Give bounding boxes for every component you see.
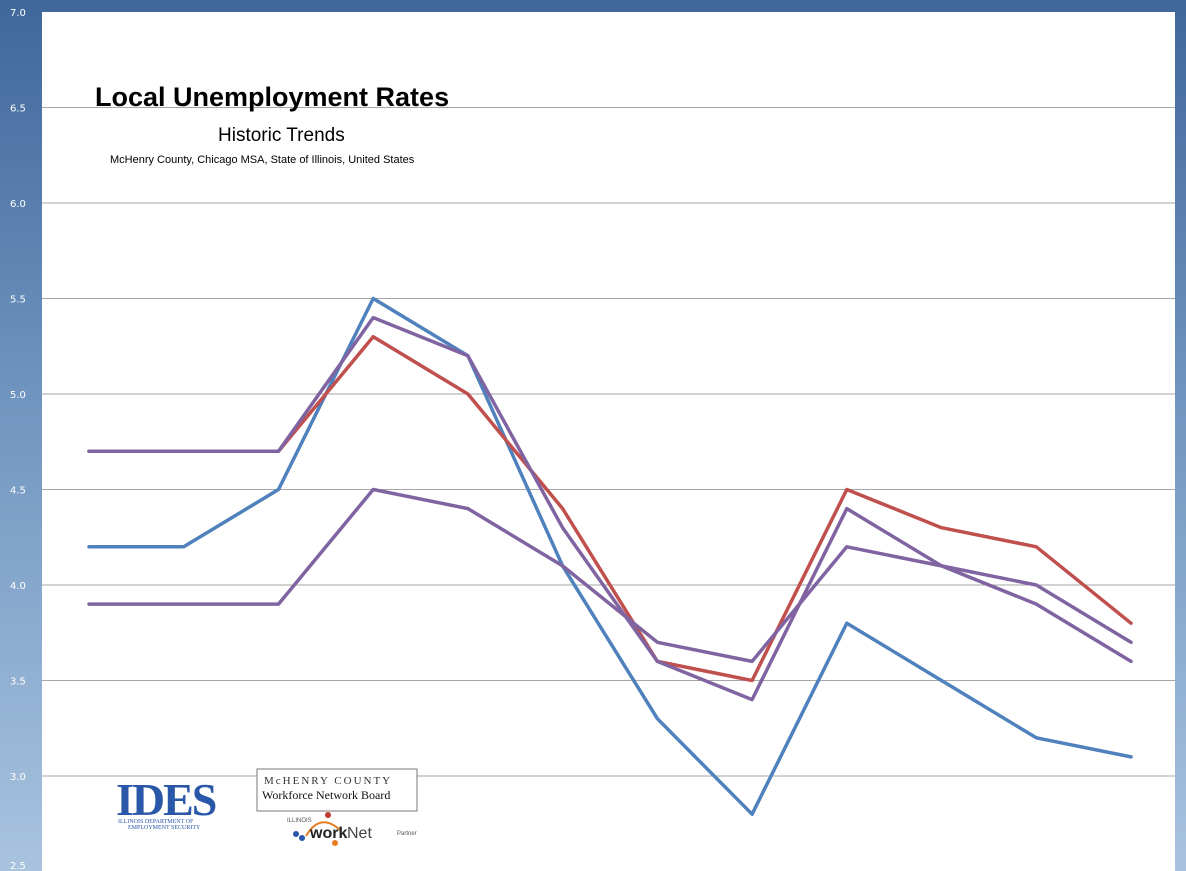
y-tick-label: 2.5 bbox=[10, 861, 26, 871]
ides-logo-subtext-1: ILLINOIS DEPARTMENT OF bbox=[118, 819, 194, 825]
ides-logo-subtext-2: EMPLOYMENT SECURITY bbox=[128, 825, 201, 831]
y-axis-ticks: 7.0 6.5 6.0 5.5 5.0 4.5 4.0 3.5 3.0 2.5 bbox=[10, 8, 26, 871]
mchenry-logo-line2: Workforce Network Board bbox=[262, 788, 390, 802]
worknet-dot-orange-icon bbox=[332, 840, 338, 846]
series-line-1 bbox=[87, 296, 1133, 816]
y-tick-label: 3.5 bbox=[10, 677, 26, 688]
series-line-4 bbox=[87, 487, 1133, 664]
chart-subtitle: Historic Trends bbox=[218, 125, 345, 146]
worknet-dot-blue-icon bbox=[293, 831, 299, 837]
y-tick-label: 4.0 bbox=[10, 581, 26, 592]
worknet-logo: ILLINOIS work Net Partner bbox=[287, 812, 417, 846]
ides-logo: IDES ILLINOIS DEPARTMENT OF EMPLOYMENT S… bbox=[116, 774, 218, 831]
ides-logo-wordmark: IDES bbox=[116, 774, 216, 825]
worknet-logo-net: Net bbox=[347, 825, 372, 842]
chart-title: Local Unemployment Rates bbox=[95, 82, 449, 112]
worknet-logo-work: work bbox=[309, 825, 347, 842]
series-line-3 bbox=[87, 315, 1133, 702]
y-tick-label: 5.0 bbox=[10, 390, 26, 401]
y-tick-label: 6.0 bbox=[10, 199, 26, 210]
y-tick-label: 7.0 bbox=[10, 8, 26, 19]
y-tick-label: 4.5 bbox=[10, 486, 26, 497]
y-tick-label: 5.5 bbox=[10, 295, 26, 306]
plot-area bbox=[42, 12, 1175, 871]
y-tick-label: 6.5 bbox=[10, 104, 26, 115]
worknet-logo-suffix: Partner bbox=[397, 831, 417, 837]
y-tick-label: 3.0 bbox=[10, 772, 26, 783]
series-lines bbox=[87, 296, 1133, 816]
chart-description: McHenry County, Chicago MSA, State of Il… bbox=[110, 154, 415, 166]
worknet-dot-blue-icon bbox=[299, 835, 305, 841]
mchenry-logo-line1: McHENRY COUNTY bbox=[264, 775, 392, 787]
worknet-arc-icon bbox=[305, 821, 341, 837]
mchenry-logo-box bbox=[256, 768, 418, 812]
worknet-dot-red-icon bbox=[325, 812, 331, 818]
mchenry-logo: McHENRY COUNTY Workforce Network Board bbox=[256, 768, 418, 812]
worknet-logo-prefix: ILLINOIS bbox=[287, 818, 312, 824]
